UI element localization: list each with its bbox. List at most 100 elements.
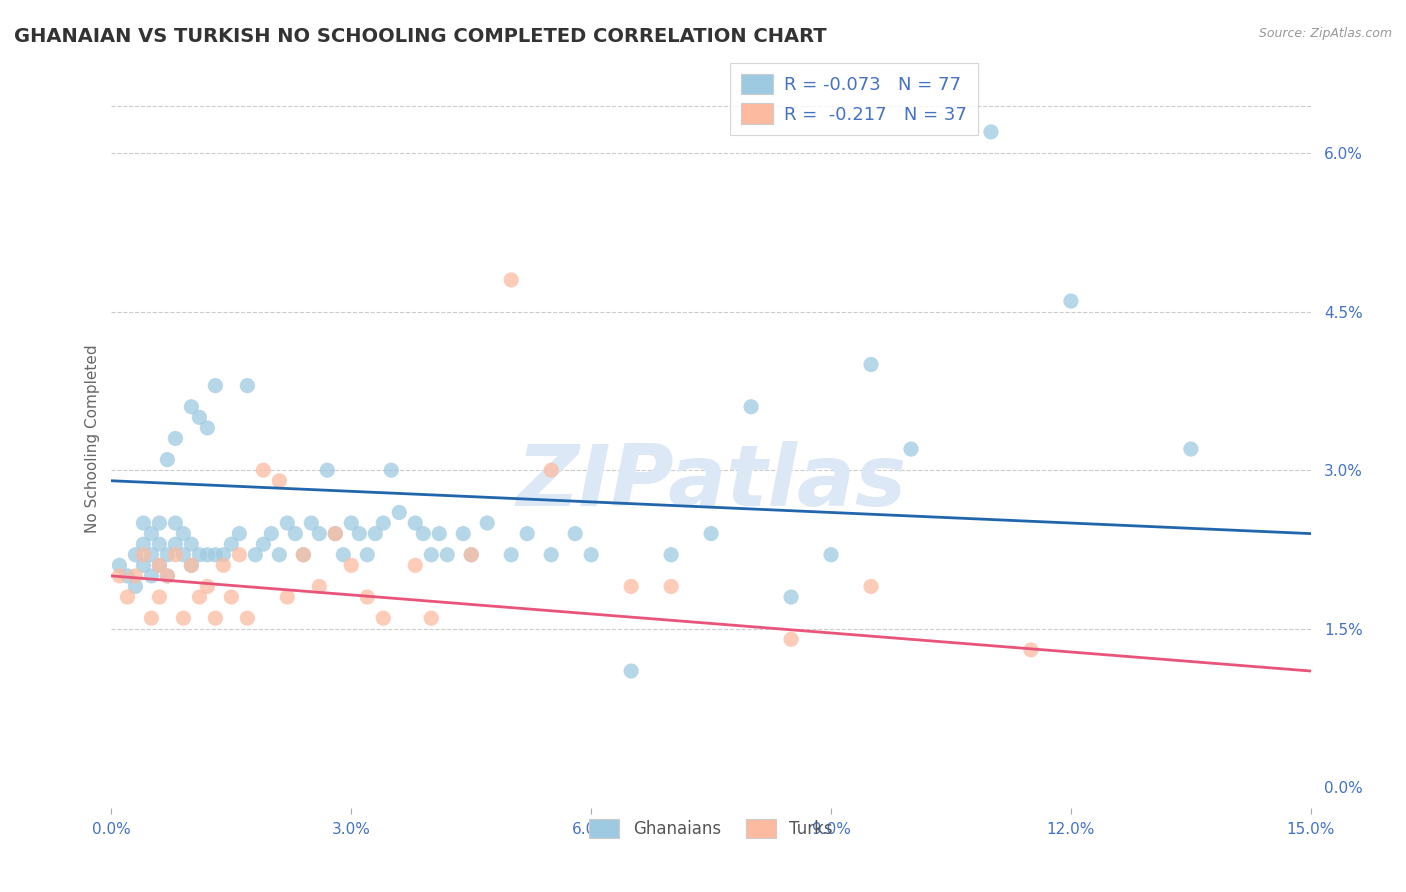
Point — [132, 548, 155, 562]
Point — [141, 611, 163, 625]
Point — [373, 611, 395, 625]
Point — [148, 558, 170, 573]
Point — [132, 516, 155, 530]
Point — [172, 548, 194, 562]
Point — [540, 463, 562, 477]
Point — [132, 537, 155, 551]
Point — [316, 463, 339, 477]
Point — [427, 526, 450, 541]
Point — [252, 463, 274, 477]
Point — [117, 569, 139, 583]
Point — [188, 548, 211, 562]
Point — [420, 548, 443, 562]
Point — [124, 569, 146, 583]
Point — [165, 516, 187, 530]
Text: Source: ZipAtlas.com: Source: ZipAtlas.com — [1258, 27, 1392, 40]
Point — [108, 558, 131, 573]
Text: GHANAIAN VS TURKISH NO SCHOOLING COMPLETED CORRELATION CHART: GHANAIAN VS TURKISH NO SCHOOLING COMPLET… — [14, 27, 827, 45]
Point — [516, 526, 538, 541]
Point — [284, 526, 307, 541]
Point — [108, 569, 131, 583]
Point — [148, 590, 170, 604]
Point — [228, 526, 250, 541]
Text: ZIPatlas: ZIPatlas — [516, 442, 907, 524]
Point — [620, 664, 643, 678]
Point — [740, 400, 762, 414]
Point — [373, 516, 395, 530]
Point — [1180, 442, 1202, 456]
Point — [323, 526, 346, 541]
Point — [451, 526, 474, 541]
Point — [659, 579, 682, 593]
Point — [404, 558, 426, 573]
Point — [260, 526, 283, 541]
Point — [276, 590, 298, 604]
Point — [292, 548, 315, 562]
Point — [212, 558, 235, 573]
Point — [236, 378, 259, 392]
Point — [212, 548, 235, 562]
Point — [820, 548, 842, 562]
Point — [141, 526, 163, 541]
Point — [780, 590, 803, 604]
Y-axis label: No Schooling Completed: No Schooling Completed — [86, 344, 100, 533]
Point — [380, 463, 402, 477]
Point — [124, 579, 146, 593]
Point — [195, 548, 218, 562]
Point — [460, 548, 482, 562]
Point — [180, 558, 202, 573]
Point — [165, 548, 187, 562]
Point — [579, 548, 602, 562]
Point — [204, 548, 226, 562]
Point — [540, 548, 562, 562]
Point — [900, 442, 922, 456]
Point — [364, 526, 387, 541]
Point — [148, 516, 170, 530]
Point — [156, 569, 179, 583]
Point — [180, 400, 202, 414]
Point — [148, 537, 170, 551]
Legend: Ghanaians, Turks: Ghanaians, Turks — [582, 812, 839, 845]
Point — [132, 558, 155, 573]
Point — [323, 526, 346, 541]
Point — [436, 548, 458, 562]
Point — [221, 537, 243, 551]
Point — [700, 526, 723, 541]
Point — [460, 548, 482, 562]
Point — [332, 548, 354, 562]
Point — [1019, 643, 1042, 657]
Point — [165, 537, 187, 551]
Point — [349, 526, 371, 541]
Point — [172, 526, 194, 541]
Point — [180, 558, 202, 573]
Point — [412, 526, 434, 541]
Point — [1060, 294, 1083, 309]
Point — [299, 516, 322, 530]
Point — [340, 558, 363, 573]
Point — [221, 590, 243, 604]
Point — [188, 410, 211, 425]
Point — [195, 579, 218, 593]
Point — [860, 358, 883, 372]
Point — [620, 579, 643, 593]
Point — [204, 378, 226, 392]
Point — [180, 537, 202, 551]
Point — [252, 537, 274, 551]
Point — [356, 548, 378, 562]
Point — [156, 452, 179, 467]
Point — [204, 611, 226, 625]
Point — [276, 516, 298, 530]
Point — [659, 548, 682, 562]
Point — [156, 548, 179, 562]
Point — [780, 632, 803, 647]
Point — [564, 526, 586, 541]
Point — [148, 558, 170, 573]
Point — [236, 611, 259, 625]
Point — [269, 474, 291, 488]
Point — [141, 569, 163, 583]
Point — [228, 548, 250, 562]
Point — [388, 506, 411, 520]
Point — [156, 569, 179, 583]
Point — [420, 611, 443, 625]
Point — [195, 421, 218, 435]
